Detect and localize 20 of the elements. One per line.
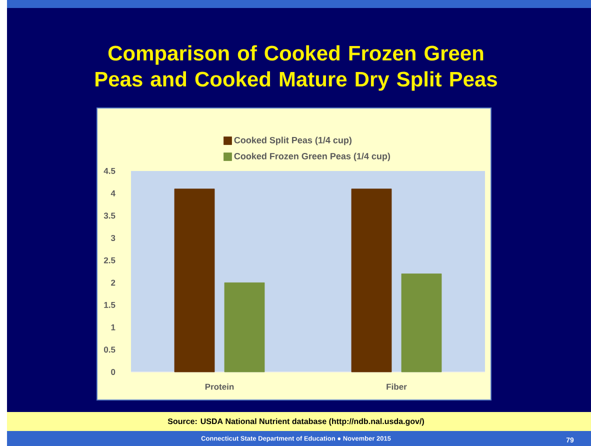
chart-title: Comparison of Cooked Frozen Green Peas and Cooked Mature Dry Split Peas: [96, 45, 497, 91]
bar: [174, 188, 215, 372]
legend-label: Cooked Split Peas (1/4 cup): [234, 136, 352, 146]
y-tick-label: 3.5: [104, 212, 116, 219]
y-tick-label: 0: [111, 368, 116, 375]
legend-label: Cooked Frozen Green Peas (1/4 cup): [234, 152, 390, 162]
y-tick-label: 3: [110, 234, 116, 242]
x-tick-label: Fiber: [386, 384, 407, 390]
x-tick-label: Protein: [205, 384, 234, 390]
y-tick-label: 2: [111, 280, 116, 286]
y-tick-label: 0.5: [104, 346, 116, 353]
y-tick-label: 1.5: [104, 302, 116, 308]
y-tick-label: 2.5: [104, 257, 116, 264]
y-tick-label: 4.5: [104, 168, 116, 174]
y-tick-label: 4: [110, 190, 116, 196]
y-tick-label: 1: [111, 324, 116, 330]
bar: [351, 188, 392, 372]
bar: [224, 282, 265, 372]
bar: [401, 274, 442, 372]
source-note: Source: USDA National Nutrient database (http://ndb.nal.usda.gov/): [168, 418, 424, 426]
